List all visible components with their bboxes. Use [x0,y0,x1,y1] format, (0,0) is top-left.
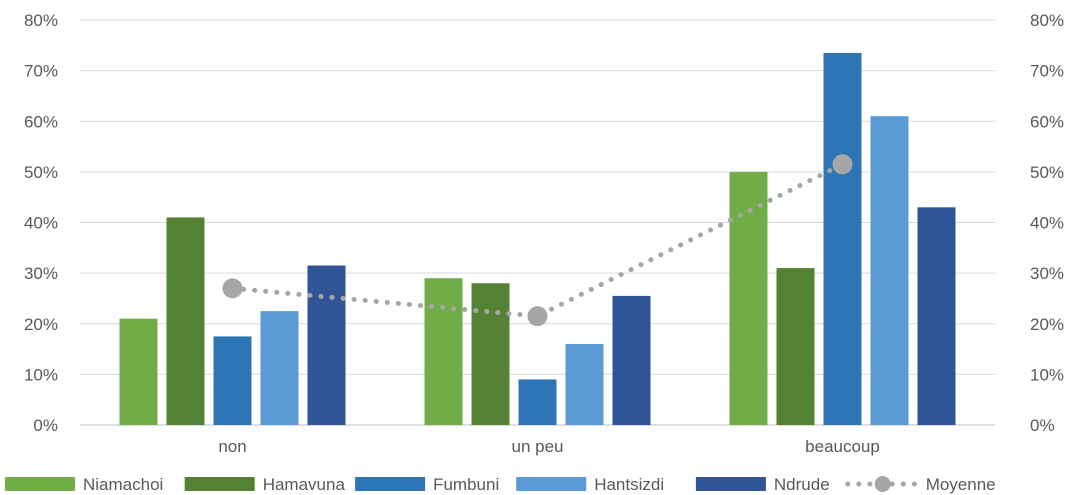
legend-label: Hamavuna [263,475,346,494]
bar [307,265,346,425]
category-label: non [218,437,246,456]
y-tick-label: 30% [24,264,58,283]
legend-swatch [184,477,255,491]
average-line [222,154,853,327]
bar [776,268,815,425]
bar [119,318,158,425]
y2-tick-label: 60% [1030,112,1064,131]
y2-tick-label: 10% [1030,365,1064,384]
legend-label: Moyenne [926,475,996,494]
legend-label: Ndrude [774,475,830,494]
bar [471,283,510,425]
bar [870,116,909,425]
legend-label: Hantsizdi [594,475,664,494]
legend-swatch [355,477,426,491]
bar [424,278,463,425]
legend-item: Moyenne [845,475,996,494]
bar [917,207,956,425]
legend: Niamachoi Hamavuna Fumbuni Hantsizdi Ndrude M… [5,475,996,494]
legend-swatch [695,477,766,491]
legend-swatch [5,477,75,491]
bar [612,295,651,425]
average-point [832,154,853,175]
legend-label: Fumbuni [433,475,499,494]
bar [166,217,205,425]
y2-tick-label: 40% [1030,214,1064,233]
bar [823,52,862,425]
category-label: beaucoup [805,437,880,456]
category-label: un peu [512,437,564,456]
bar [213,336,252,425]
legend-swatch [516,477,587,491]
y-tick-label: 20% [24,315,58,334]
y2-tick-label: 50% [1030,163,1064,182]
y2-tick-label: 20% [1030,315,1064,334]
y-tick-label: 50% [24,163,58,182]
bar [729,171,768,425]
bars [119,52,956,425]
y-tick-label: 80% [24,11,58,30]
average-point [222,278,243,299]
average-point [527,306,548,327]
legend-item: Fumbuni [355,475,499,494]
y-tick-label: 70% [24,62,58,81]
average-line-path [230,161,845,319]
axes: 0% 0% 10% 10% 20% 20% 30% 30% 40% 40% 50% 50% 60% 60%… [24,11,1064,456]
legend-label: Niamachoi [83,475,163,494]
bar [565,344,604,425]
y2-tick-label: 70% [1030,62,1064,81]
legend-item: Hamavuna [184,475,346,494]
y-tick-label: 0% [33,416,58,435]
y-tick-label: 10% [24,365,58,384]
y2-tick-label: 80% [1030,11,1064,30]
y2-tick-label: 30% [1030,264,1064,283]
legend-item: Ndrude [695,475,830,494]
bar [518,379,557,425]
bar [260,311,299,425]
y-tick-label: 60% [24,112,58,131]
y2-tick-label: 0% [1030,416,1055,435]
legend-item: Hantsizdi [516,475,664,494]
y-tick-label: 40% [24,214,58,233]
legend-item: Niamachoi [5,475,163,494]
legend-marker [874,476,891,492]
